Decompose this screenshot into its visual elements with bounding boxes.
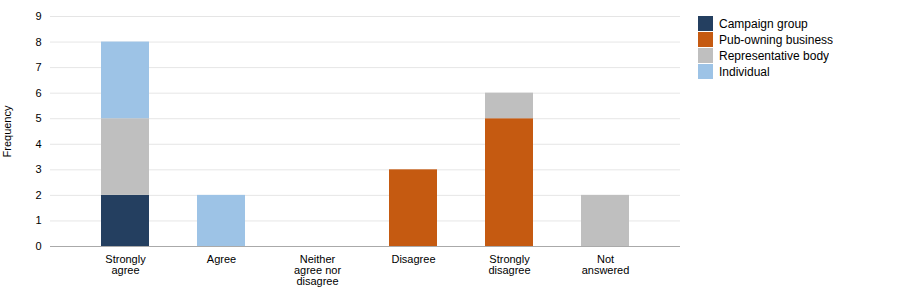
svg-text:4: 4 bbox=[35, 138, 41, 150]
svg-text:7: 7 bbox=[35, 61, 41, 73]
svg-text:8: 8 bbox=[35, 36, 41, 48]
svg-text:Neitheragree nordisagree: Neitheragree nordisagree bbox=[294, 253, 341, 287]
svg-text:Agree: Agree bbox=[207, 253, 236, 265]
svg-text:Stronglydisagree: Stronglydisagree bbox=[488, 253, 530, 276]
html-text:Pub-owning business: Pub-owning business bbox=[719, 32, 834, 47]
svg-text:Frequency: Frequency bbox=[1, 105, 13, 157]
svg-text:3: 3 bbox=[35, 163, 41, 175]
svg-text:0: 0 bbox=[35, 240, 41, 252]
svg-text:2: 2 bbox=[35, 189, 41, 201]
svg-text:9: 9 bbox=[35, 10, 41, 22]
svg-text:Stronglyagree: Stronglyagree bbox=[105, 253, 146, 276]
html-text:Individual: Individual bbox=[719, 64, 770, 79]
svg-text:5: 5 bbox=[35, 112, 41, 124]
svg-text:6: 6 bbox=[35, 87, 41, 99]
html-text:Campaign group: Campaign group bbox=[719, 16, 808, 31]
svg-text:Notanswered: Notanswered bbox=[582, 253, 630, 276]
svg-text:Disagree: Disagree bbox=[391, 253, 435, 265]
svg-text:1: 1 bbox=[35, 214, 41, 226]
html-text:Representative body: Representative body bbox=[719, 48, 830, 63]
